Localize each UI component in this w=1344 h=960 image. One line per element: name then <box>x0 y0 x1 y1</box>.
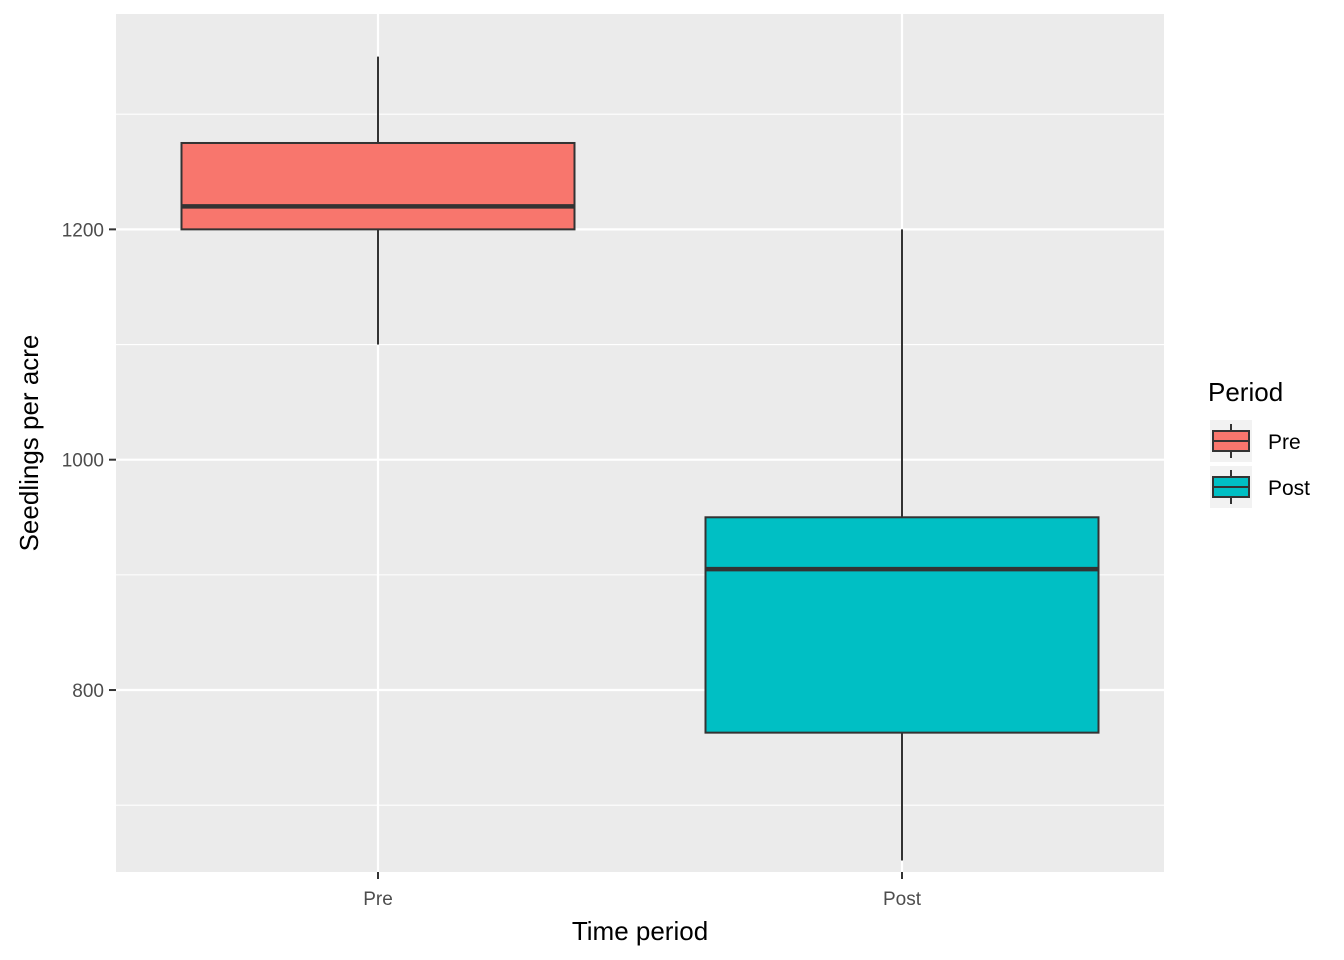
x-axis: Pre Post <box>363 872 922 910</box>
y-axis-title: Seedlings per acre <box>14 335 44 552</box>
legend-label: Post <box>1268 477 1310 500</box>
boxes <box>180 56 1100 861</box>
y-axis: 800 1000 1200 <box>62 220 116 702</box>
minor-gridlines <box>116 113 1164 806</box>
x-axis-title: Time period <box>572 916 708 946</box>
box-iqr <box>704 516 1100 734</box>
box-post <box>704 229 1100 861</box>
legend: Period Pre Post <box>1208 377 1310 508</box>
legend-label: Pre <box>1268 431 1301 454</box>
y-tick-label: 1200 <box>62 220 104 241</box>
box-pre <box>180 56 576 345</box>
y-tick-label: 800 <box>72 681 104 702</box>
legend-title: Period <box>1208 377 1283 407</box>
legend-entry-pre: Pre <box>1210 420 1301 462</box>
x-tick-label: Pre <box>363 889 393 910</box>
legend-entry-post: Post <box>1210 466 1310 508</box>
x-tick-label: Post <box>883 889 922 910</box>
y-tick-label: 1000 <box>62 451 104 472</box>
box-iqr <box>180 141 576 231</box>
